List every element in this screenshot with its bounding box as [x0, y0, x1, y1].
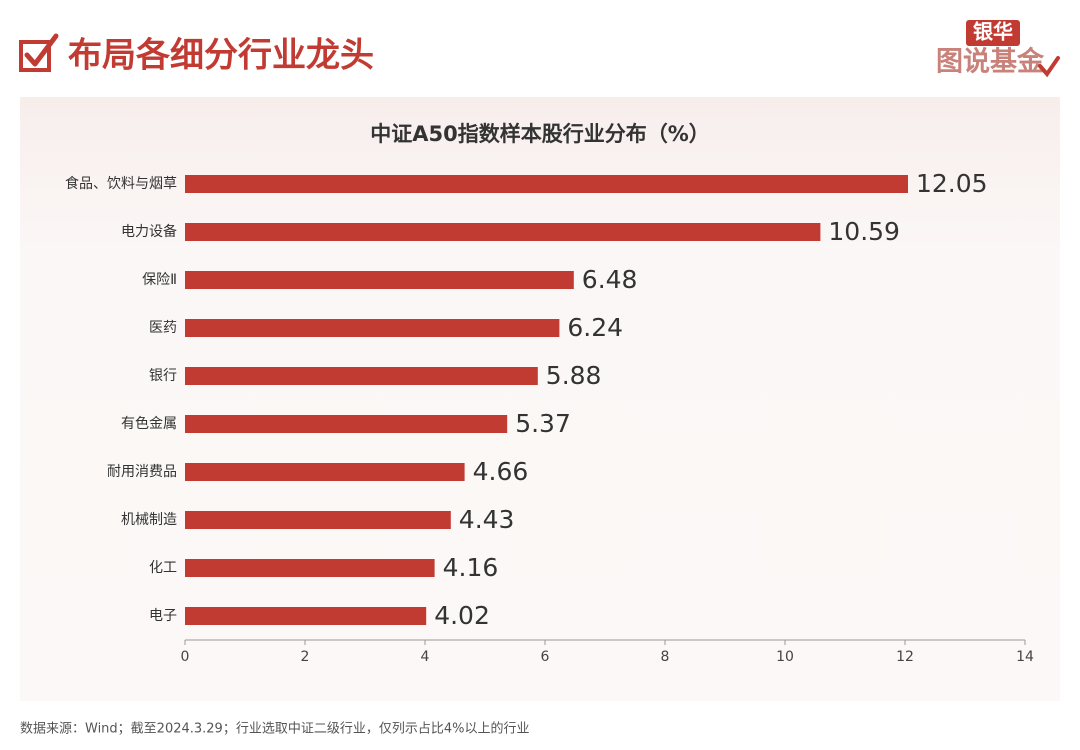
- value-label: 4.02: [434, 601, 490, 630]
- x-tick-label: 14: [1016, 649, 1034, 665]
- y-tick-label: 机械制造: [121, 512, 177, 528]
- bar: [185, 319, 560, 337]
- value-label: 4.43: [459, 505, 515, 534]
- logo-top: 银华: [973, 20, 1013, 44]
- bar: [185, 511, 451, 529]
- value-label: 5.88: [546, 361, 602, 390]
- bar: [185, 367, 538, 385]
- bar: [185, 415, 508, 433]
- y-tick-label: 耐用消费品: [107, 464, 177, 480]
- header-title: 布局各细分行业龙头: [68, 36, 374, 76]
- y-tick-label: 电力设备: [121, 223, 177, 240]
- x-tick-label: 2: [301, 649, 310, 665]
- y-tick-label: 食品、饮料与烟草: [65, 175, 177, 192]
- bar: [185, 223, 821, 241]
- y-tick-label: 医药: [149, 320, 177, 336]
- value-label: 4.66: [473, 457, 529, 486]
- logo-bottom: 图说基金: [936, 46, 1045, 78]
- header-icon: [19, 33, 59, 72]
- x-tick-label: 6: [541, 649, 550, 665]
- bar: [185, 175, 908, 193]
- x-tick-label: 12: [896, 649, 914, 665]
- bar: [185, 271, 574, 289]
- value-label: 12.05: [916, 169, 988, 198]
- x-tick-label: 10: [776, 649, 794, 665]
- logo: 银华 图说基金: [936, 20, 1060, 78]
- x-tick-label: 8: [661, 649, 670, 665]
- source-note: 数据来源：Wind；截至2024.3.29；行业选取中证二级行业，仅列示占比4%…: [20, 721, 529, 737]
- bar: [185, 607, 427, 625]
- value-label: 6.24: [567, 313, 623, 342]
- y-tick-label: 银行: [149, 368, 177, 384]
- value-label: 6.48: [582, 265, 638, 294]
- chart-title: 中证A50指数样本股行业分布（%）: [370, 122, 710, 146]
- bar: [185, 559, 435, 577]
- chart-panel: [20, 97, 1060, 701]
- y-tick-label: 化工: [149, 560, 177, 576]
- value-label: 4.16: [443, 553, 499, 582]
- x-tick-label: 4: [421, 649, 430, 665]
- y-tick-label: 电子: [149, 608, 177, 624]
- y-tick-label: 保险Ⅱ: [142, 272, 177, 288]
- y-tick-label: 有色金属: [121, 415, 177, 432]
- x-tick-label: 0: [181, 649, 190, 665]
- value-label: 5.37: [515, 409, 571, 438]
- value-label: 10.59: [828, 217, 900, 246]
- bar: [185, 463, 465, 481]
